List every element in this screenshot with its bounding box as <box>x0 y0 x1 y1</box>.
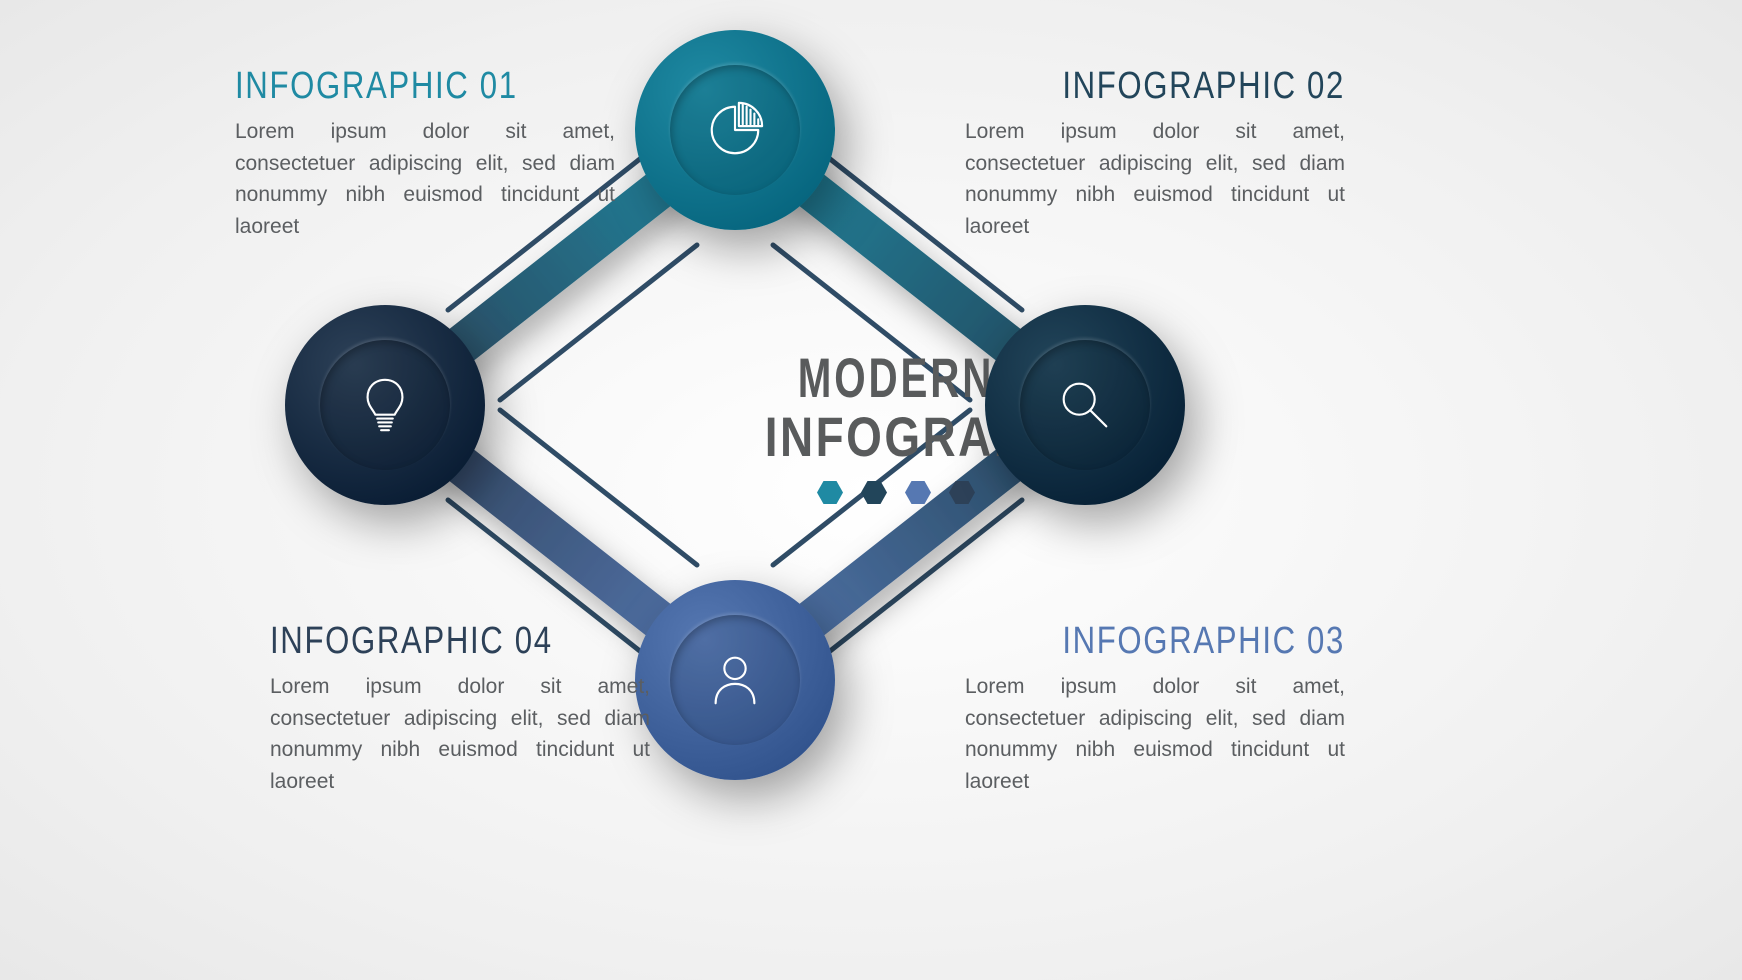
block-04: INFOGRAPHIC 04 Lorem ipsum dolor sit ame… <box>270 620 650 797</box>
pie-chart-icon <box>704 99 766 161</box>
block-body: Lorem ipsum dolor sit amet, consectetuer… <box>270 671 650 797</box>
user-icon <box>704 649 766 711</box>
node-right <box>985 305 1185 505</box>
block-title: INFOGRAPHIC 04 <box>270 620 582 663</box>
magnifier-icon <box>1054 374 1116 436</box>
center-title-line1: MODERN <box>781 345 1011 410</box>
block-03: INFOGRAPHIC 03 Lorem ipsum dolor sit ame… <box>965 620 1345 797</box>
hex-swatch <box>861 481 887 504</box>
block-body: Lorem ipsum dolor sit amet, consectetuer… <box>965 116 1345 242</box>
hex-swatches <box>736 481 1056 504</box>
hex-swatch <box>949 481 975 504</box>
hex-swatch <box>817 481 843 504</box>
node-left <box>285 305 485 505</box>
node-bottom <box>635 580 835 780</box>
block-01: INFOGRAPHIC 01 Lorem ipsum dolor sit ame… <box>235 65 615 242</box>
block-02: INFOGRAPHIC 02 Lorem ipsum dolor sit ame… <box>965 65 1345 242</box>
block-title: INFOGRAPHIC 01 <box>235 65 547 108</box>
block-title: INFOGRAPHIC 02 <box>1033 65 1345 108</box>
block-body: Lorem ipsum dolor sit amet, consectetuer… <box>235 116 615 242</box>
block-body: Lorem ipsum dolor sit amet, consectetuer… <box>965 671 1345 797</box>
node-top <box>635 30 835 230</box>
hex-swatch <box>905 481 931 504</box>
lightbulb-icon <box>354 374 416 436</box>
block-title: INFOGRAPHIC 03 <box>1033 620 1345 663</box>
